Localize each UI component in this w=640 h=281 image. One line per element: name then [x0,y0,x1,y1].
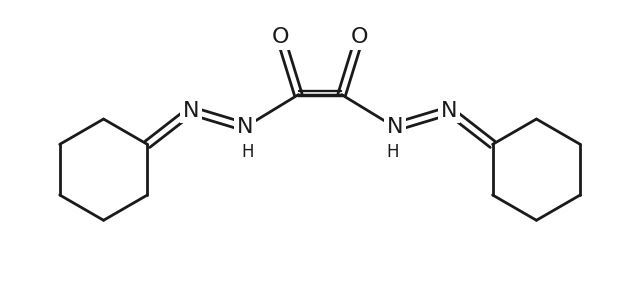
Text: N: N [387,117,403,137]
Text: N: N [237,117,253,137]
Text: N: N [441,101,458,121]
Text: O: O [351,27,368,47]
Text: O: O [272,27,289,47]
Text: H: H [241,143,254,161]
Text: N: N [182,101,199,121]
Text: H: H [386,143,399,161]
